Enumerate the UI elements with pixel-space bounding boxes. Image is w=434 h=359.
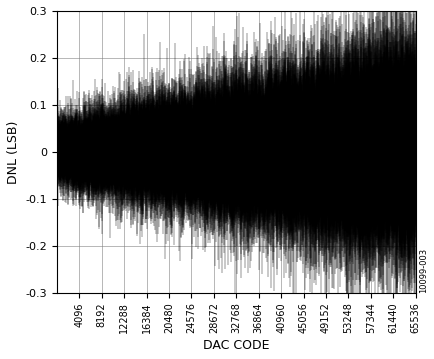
Y-axis label: DNL (LSB): DNL (LSB) [7, 120, 20, 183]
X-axis label: DAC CODE: DAC CODE [203, 339, 269, 352]
Text: 10099-003: 10099-003 [418, 248, 427, 293]
